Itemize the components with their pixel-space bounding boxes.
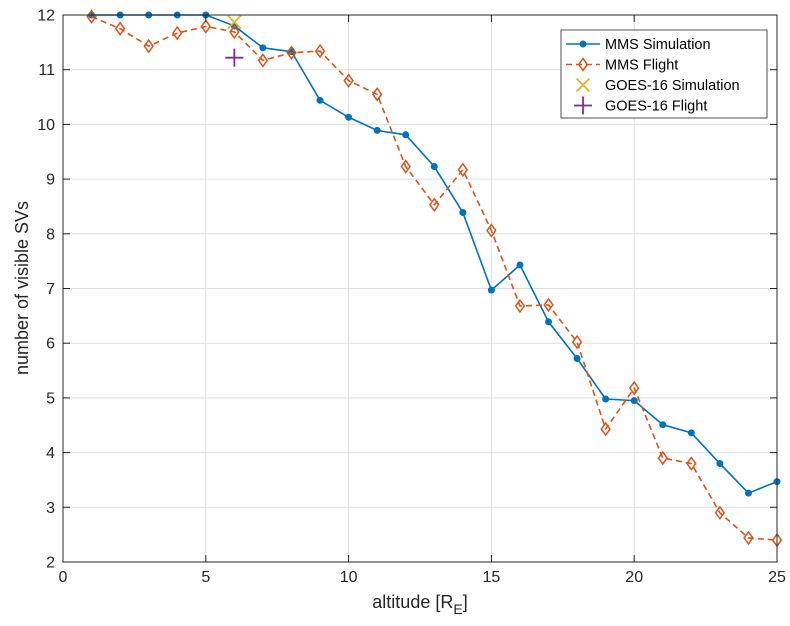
data-point-mms-flight bbox=[371, 87, 383, 102]
x-tick-label: 25 bbox=[768, 569, 786, 586]
data-point-mms-simulation bbox=[630, 397, 638, 405]
y-tick-label: 6 bbox=[46, 336, 55, 353]
legend-marker-goes-16-flight bbox=[574, 96, 592, 115]
data-point-mms-flight bbox=[457, 162, 469, 178]
data-point-mms-simulation bbox=[487, 286, 495, 294]
series-mms-flight bbox=[86, 9, 783, 548]
data-point-mms-simulation bbox=[516, 261, 524, 269]
legend-item-goes-16-flight: GOES-16 Flight bbox=[574, 96, 707, 115]
data-point-mms-simulation bbox=[573, 355, 581, 363]
data-point-mms-flight bbox=[343, 73, 354, 88]
data-point-mms-simulation bbox=[430, 163, 438, 171]
data-point-mms-flight bbox=[486, 223, 497, 238]
data-point-mms-flight bbox=[543, 297, 554, 313]
data-point-mms-flight bbox=[143, 38, 154, 54]
data-point-mms-simulation bbox=[659, 421, 667, 429]
legend-label-goes-16-simulation: GOES-16 Simulation bbox=[605, 78, 740, 94]
legend-item-mms-simulation: MMS Simulation bbox=[566, 37, 711, 53]
data-point-mms-flight bbox=[743, 530, 754, 546]
data-point-goes-16-flight bbox=[225, 48, 244, 67]
data-point-mms-flight bbox=[514, 298, 526, 314]
legend-marker-mms-flight bbox=[577, 57, 589, 72]
series-goes-16-flight bbox=[225, 48, 244, 67]
x-axis-label-end: ] bbox=[463, 592, 468, 612]
data-point-mms-flight bbox=[686, 456, 697, 471]
data-point-mms-flight bbox=[400, 159, 411, 174]
ticks bbox=[62, 14, 778, 563]
tick-labels: 0 5 10 15 20 25 2 3 4 5 6 7 8 9 10 11 12 bbox=[37, 8, 786, 587]
data-point-mms-flight bbox=[314, 43, 326, 59]
data-point-mms-flight bbox=[257, 53, 269, 68]
x-tick-label: 20 bbox=[625, 569, 643, 586]
x-tick-label: 0 bbox=[59, 569, 68, 586]
x-axis-label-subscript: E bbox=[453, 601, 462, 617]
data-point-mms-flight bbox=[628, 380, 640, 396]
legend-label-mms-simulation: MMS Simulation bbox=[605, 37, 711, 53]
y-tick-label: 11 bbox=[38, 62, 55, 79]
data-point-mms-simulation bbox=[716, 460, 724, 468]
data-point-mms-flight bbox=[114, 21, 126, 36]
legend: MMS Simulation MMS Flight GOES-16 Simulati… bbox=[560, 29, 768, 119]
data-point-mms-simulation bbox=[259, 44, 267, 52]
legend-label-mms-flight: MMS Flight bbox=[605, 58, 678, 74]
legend-items: MMS Simulation MMS Flight GOES-16 Simulati… bbox=[566, 37, 740, 115]
data-point-mms-flight bbox=[200, 19, 212, 34]
data-point-mms-flight bbox=[171, 25, 183, 41]
data-point-goes-16-simulation bbox=[227, 14, 242, 30]
y-tick-label: 9 bbox=[46, 172, 55, 189]
data-point-mms-simulation bbox=[602, 395, 610, 403]
y-tick-label: 4 bbox=[46, 445, 55, 462]
data-point-mms-flight bbox=[571, 334, 583, 350]
y-tick-label: 3 bbox=[46, 500, 55, 517]
data-point-mms-flight bbox=[600, 421, 611, 437]
y-tick-label: 10 bbox=[37, 117, 55, 134]
y-tick-label: 8 bbox=[46, 226, 55, 243]
data-point-mms-simulation bbox=[402, 131, 410, 139]
data-point-mms-simulation bbox=[687, 429, 695, 437]
data-point-mms-flight bbox=[229, 24, 240, 40]
x-axis-label: altitude [RE] bbox=[372, 592, 467, 617]
data-point-mms-flight bbox=[429, 197, 440, 213]
legend-marker-goes-16-simulation bbox=[575, 77, 591, 93]
legend-item-goes-16-simulation: GOES-16 Simulation bbox=[575, 77, 740, 94]
data-point-mms-simulation bbox=[545, 318, 553, 326]
legend-label-goes-16-flight: GOES-16 Flight bbox=[605, 99, 707, 115]
series-line-mms-flight bbox=[91, 15, 778, 541]
legend-marker-mms-simulation bbox=[579, 40, 587, 48]
data-point-mms-simulation bbox=[316, 96, 324, 104]
y-tick-label: 7 bbox=[46, 281, 55, 298]
data-point-mms-flight bbox=[657, 450, 669, 466]
x-tick-label: 5 bbox=[201, 569, 210, 586]
y-axis-label: number of visible SVs bbox=[12, 201, 32, 375]
x-axis-label-main: altitude [R bbox=[372, 592, 453, 612]
series-goes-16-simulation bbox=[227, 14, 242, 30]
data-point-mms-simulation bbox=[459, 208, 467, 216]
legend-item-mms-flight: MMS Flight bbox=[566, 57, 678, 74]
data-point-mms-flight bbox=[714, 505, 726, 521]
y-tick-label: 2 bbox=[46, 555, 55, 572]
data-point-mms-simulation bbox=[345, 113, 353, 121]
y-tick-label: 12 bbox=[37, 8, 55, 25]
data-point-mms-simulation bbox=[744, 489, 752, 497]
data-point-mms-flight bbox=[286, 45, 297, 61]
data-point-mms-simulation bbox=[373, 126, 381, 134]
x-tick-label: 10 bbox=[340, 569, 358, 586]
y-tick-label: 5 bbox=[46, 390, 55, 407]
x-tick-label: 15 bbox=[483, 569, 501, 586]
